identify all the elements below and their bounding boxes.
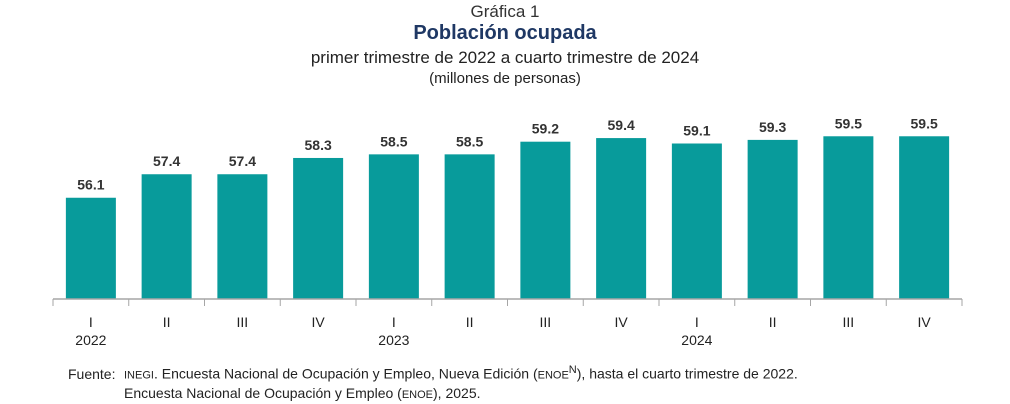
bar: [217, 174, 268, 299]
chart-unit: (millones de personas): [429, 70, 581, 87]
x-tick-label: III: [540, 314, 552, 330]
value-label: 57.4: [153, 153, 180, 169]
x-axis-ticks-group: [52, 299, 963, 306]
year-labels-group: 2022 2023 2024: [75, 332, 712, 348]
source-enoe-sup: N: [568, 364, 577, 376]
bar: [596, 138, 647, 299]
source-line2-text: Encuesta Nacional de Ocupación y Empleo …: [124, 384, 402, 401]
chart-subtitle: primer trimestre de 2022 a cuarto trimes…: [310, 48, 700, 67]
value-label: 58.3: [305, 137, 332, 153]
source-line1-end: ), hasta el cuarto trimestre de 2022.: [576, 365, 798, 382]
value-label: 59.4: [608, 117, 635, 133]
value-labels-group: 56.1 57.4 57.4 58.3 58.5 58.5 59.2 59.4 59.1 59.3…: [77, 115, 938, 192]
bar: [368, 154, 419, 299]
bar: [823, 136, 874, 299]
value-label: 59.1: [683, 123, 710, 139]
bar: [444, 154, 495, 299]
value-label: 58.5: [456, 133, 483, 149]
x-tick-labels-group: I II III IV I II III IV I II III IV: [89, 314, 931, 330]
x-tick-label: IV: [312, 314, 326, 330]
source-inegi: INEGI: [124, 369, 154, 382]
x-tick-label: III: [843, 314, 855, 330]
x-tick-label: IV: [918, 314, 932, 330]
x-tick-label: III: [237, 314, 249, 330]
value-label: 59.5: [835, 115, 862, 131]
source-enoe-2: ENOE: [401, 388, 434, 401]
value-label: 59.3: [759, 119, 786, 135]
year-label: 2023: [378, 332, 409, 348]
x-tick-label: II: [769, 314, 777, 330]
source-line2-end: ), 2025.: [433, 384, 481, 401]
source-label: Fuente:: [68, 365, 116, 382]
bar: [671, 143, 722, 299]
x-tick-label: I: [89, 314, 93, 330]
x-tick-label: II: [466, 314, 474, 330]
source-enoe: ENOE: [537, 369, 569, 382]
bar: [65, 197, 116, 299]
bars-group: [65, 136, 950, 299]
chart-title: Población ocupada: [413, 22, 597, 44]
year-label: 2022: [75, 332, 106, 348]
source-line1-text: . Encuesta Nacional de Ocupación y Emple…: [153, 365, 538, 382]
chart-label: Gráfica 1: [470, 2, 540, 21]
bar: [899, 136, 950, 299]
x-tick-label: IV: [615, 314, 629, 330]
bar-chart: 56.1 57.4 57.4 58.3 58.5 58.5 59.2 59.4 59.1 59.3…: [52, 115, 963, 348]
bar: [520, 141, 571, 299]
value-label: 58.5: [380, 133, 407, 149]
bar: [141, 174, 192, 299]
bar: [293, 157, 344, 299]
value-label: 59.2: [532, 121, 559, 137]
value-label: 59.5: [911, 115, 938, 131]
x-tick-label: I: [392, 314, 396, 330]
x-tick-label: II: [163, 314, 171, 330]
source-note: Fuente: INEGI. Encuesta Nacional de Ocupa…: [68, 362, 948, 404]
x-tick-label: I: [695, 314, 699, 330]
bar: [747, 139, 798, 299]
year-label: 2024: [681, 332, 712, 348]
value-label: 57.4: [229, 153, 256, 169]
value-label: 56.1: [77, 177, 104, 193]
